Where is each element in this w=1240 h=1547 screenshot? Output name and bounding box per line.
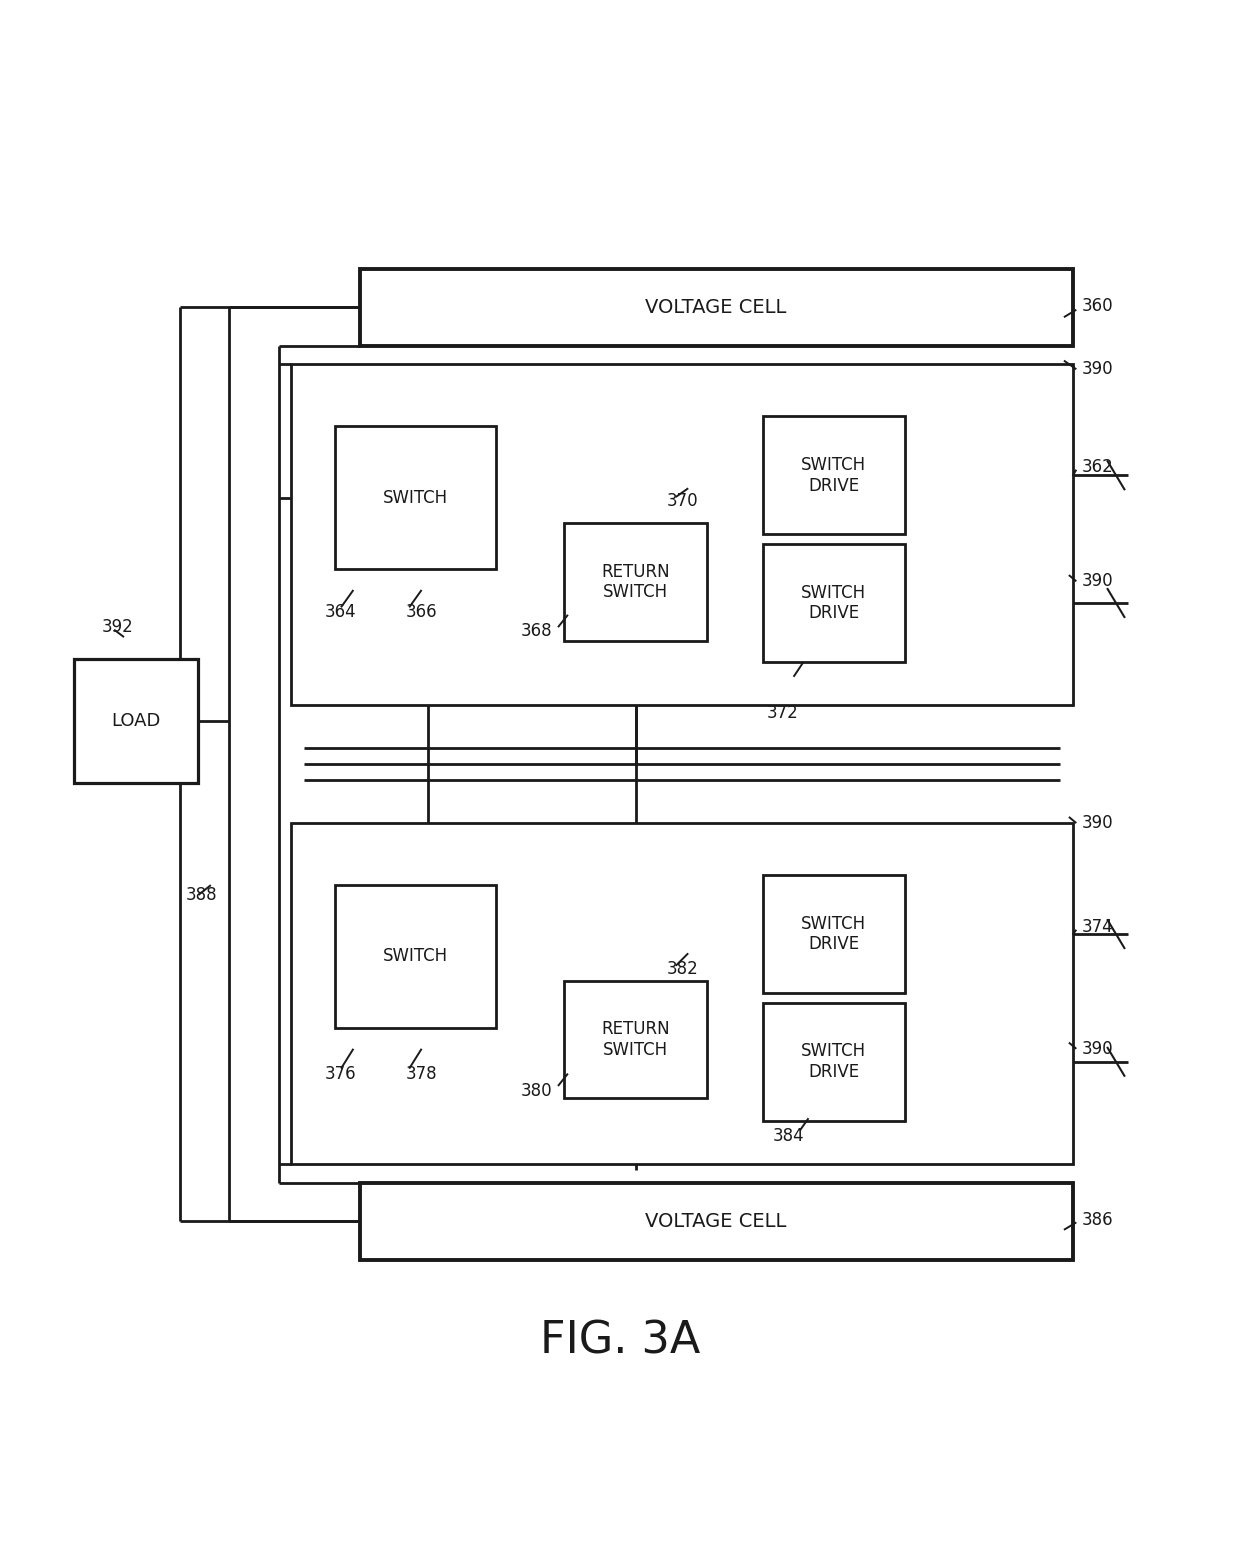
Text: VOLTAGE CELL: VOLTAGE CELL bbox=[645, 297, 787, 317]
Text: 380: 380 bbox=[521, 1081, 553, 1100]
FancyBboxPatch shape bbox=[335, 427, 496, 569]
Text: 368: 368 bbox=[521, 622, 553, 640]
Text: 390: 390 bbox=[1081, 1040, 1114, 1058]
FancyBboxPatch shape bbox=[763, 545, 905, 662]
FancyBboxPatch shape bbox=[763, 1002, 905, 1120]
Text: 384: 384 bbox=[773, 1126, 805, 1145]
FancyBboxPatch shape bbox=[291, 823, 1073, 1163]
Text: SWITCH
DRIVE: SWITCH DRIVE bbox=[801, 583, 867, 622]
Text: 390: 390 bbox=[1081, 814, 1114, 832]
Text: 370: 370 bbox=[667, 492, 699, 509]
Text: 386: 386 bbox=[1081, 1211, 1114, 1228]
Text: 390: 390 bbox=[1081, 360, 1114, 379]
Text: SWITCH
DRIVE: SWITCH DRIVE bbox=[801, 456, 867, 495]
Text: VOLTAGE CELL: VOLTAGE CELL bbox=[645, 1211, 787, 1231]
FancyBboxPatch shape bbox=[74, 659, 198, 783]
FancyBboxPatch shape bbox=[763, 876, 905, 993]
FancyBboxPatch shape bbox=[291, 364, 1073, 705]
Text: 392: 392 bbox=[102, 619, 134, 636]
FancyBboxPatch shape bbox=[360, 269, 1073, 345]
Text: SWITCH
DRIVE: SWITCH DRIVE bbox=[801, 1043, 867, 1081]
Text: 366: 366 bbox=[405, 603, 438, 622]
Text: RETURN
SWITCH: RETURN SWITCH bbox=[601, 563, 670, 602]
FancyBboxPatch shape bbox=[335, 885, 496, 1027]
FancyBboxPatch shape bbox=[763, 416, 905, 534]
Text: FIG. 3A: FIG. 3A bbox=[539, 1320, 701, 1363]
Text: 376: 376 bbox=[325, 1064, 357, 1083]
Text: 374: 374 bbox=[1081, 919, 1114, 936]
FancyBboxPatch shape bbox=[564, 523, 707, 640]
Text: RETURN
SWITCH: RETURN SWITCH bbox=[601, 1019, 670, 1058]
Text: SWITCH: SWITCH bbox=[383, 947, 448, 965]
Text: 362: 362 bbox=[1081, 458, 1114, 476]
FancyBboxPatch shape bbox=[564, 981, 707, 1098]
Text: SWITCH: SWITCH bbox=[383, 489, 448, 506]
Text: 378: 378 bbox=[405, 1064, 438, 1083]
Text: 390: 390 bbox=[1081, 572, 1114, 591]
Text: 382: 382 bbox=[667, 961, 699, 978]
Text: 360: 360 bbox=[1081, 297, 1114, 316]
FancyBboxPatch shape bbox=[360, 1183, 1073, 1259]
Text: LOAD: LOAD bbox=[112, 713, 161, 730]
Text: SWITCH
DRIVE: SWITCH DRIVE bbox=[801, 914, 867, 953]
Text: 372: 372 bbox=[766, 704, 799, 722]
Text: 388: 388 bbox=[186, 886, 218, 903]
Text: 364: 364 bbox=[325, 603, 357, 622]
